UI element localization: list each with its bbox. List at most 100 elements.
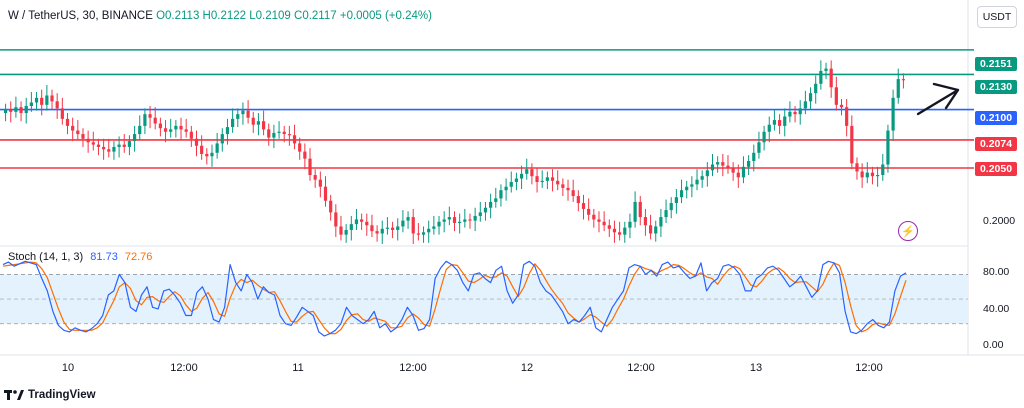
- candle-body: [287, 134, 291, 136]
- time-label: 12:00: [170, 362, 198, 374]
- candle-body: [9, 109, 13, 112]
- candle-body: [225, 127, 230, 135]
- candle-body: [824, 68, 828, 71]
- candle-body: [55, 101, 59, 109]
- candle-body: [354, 219, 359, 225]
- candle-body: [690, 184, 694, 187]
- ohlc-high: H0.2122: [202, 10, 247, 22]
- candle-body: [710, 164, 715, 171]
- candle-body: [463, 219, 467, 222]
- candle-body: [231, 118, 235, 128]
- stoch-axis-80: 80.00: [983, 266, 1010, 278]
- candle-body: [664, 210, 668, 218]
- candle-body: [762, 131, 766, 143]
- currency-button[interactable]: USDT: [977, 6, 1017, 28]
- candle-body: [370, 225, 374, 232]
- candle-body: [819, 70, 823, 84]
- candle-body: [292, 135, 297, 144]
- candle-body: [561, 184, 565, 188]
- candle-body: [421, 232, 426, 235]
- candle-body: [24, 106, 28, 114]
- candle-body: [612, 228, 617, 233]
- candle-body: [870, 172, 875, 177]
- candle-body: [205, 153, 209, 157]
- candle-body: [483, 207, 488, 213]
- ohlc-low: L0.2109: [249, 10, 291, 22]
- candle-body: [772, 120, 777, 125]
- candle-body: [829, 68, 833, 88]
- candle-body: [648, 225, 653, 234]
- stoch-k-line: [2, 260, 907, 337]
- candle-body: [298, 143, 302, 152]
- candle-body: [839, 104, 844, 108]
- stoch-d-line: [2, 261, 907, 335]
- tradingview-logo[interactable]: TradingView: [4, 389, 96, 401]
- candle-body: [339, 226, 343, 235]
- price-pane: [0, 0, 1024, 356]
- candle-body: [107, 149, 111, 152]
- candle-body: [628, 221, 632, 228]
- candle-body: [148, 114, 152, 118]
- stoch-title: Stoch (14, 1, 3): [8, 251, 84, 263]
- candle-body: [721, 162, 725, 166]
- ohlc-open: O0.2113: [156, 10, 200, 22]
- candle-body: [587, 208, 591, 215]
- candle-body: [566, 187, 570, 191]
- time-label: 11: [292, 362, 304, 374]
- candle-body: [726, 165, 730, 168]
- candle-body: [659, 217, 663, 227]
- candle-body: [323, 186, 328, 201]
- candle-body: [654, 226, 658, 234]
- price-tag-level-5: 0.2050: [975, 162, 1017, 176]
- candle-body: [788, 111, 792, 117]
- candle-body: [174, 125, 178, 130]
- candle-body: [40, 97, 44, 105]
- candle-body: [592, 214, 596, 220]
- candle-body: [427, 228, 431, 233]
- candle-body: [81, 134, 85, 139]
- candle-body: [210, 152, 214, 157]
- candle-body: [633, 201, 637, 222]
- candle-body: [396, 226, 400, 230]
- candle-body: [757, 142, 761, 153]
- candle-body: [618, 232, 622, 235]
- candle-body: [540, 180, 544, 183]
- candle-body: [499, 190, 503, 199]
- candle-body: [220, 134, 224, 144]
- candle-body: [695, 179, 699, 185]
- candle-body: [102, 146, 106, 150]
- candle-body: [50, 95, 54, 102]
- time-label: 12:00: [627, 362, 655, 374]
- candle-body: [597, 219, 601, 222]
- stoch-axis-40: 40.00: [983, 303, 1010, 315]
- candle-body: [509, 182, 513, 187]
- candle-body: [556, 180, 560, 185]
- candle-body: [138, 125, 142, 135]
- candle-body: [741, 166, 746, 178]
- candle-body: [86, 138, 90, 143]
- candle-body: [860, 171, 864, 178]
- symbol-legend: W / TetherUS, 30, BINANCE O0.2113 H0.212…: [8, 10, 432, 22]
- candle-body: [261, 121, 266, 130]
- candle-body: [385, 227, 390, 229]
- candle-body: [169, 129, 173, 132]
- price-tag-level-3: 0.2100: [975, 111, 1017, 125]
- candle-body: [236, 114, 240, 119]
- candle-body: [29, 102, 33, 107]
- time-label: 12:00: [399, 362, 427, 374]
- candle-body: [375, 231, 379, 234]
- candle-body: [855, 163, 859, 172]
- candle-body: [96, 144, 101, 147]
- lightning-icon[interactable]: ⚡: [898, 221, 918, 241]
- candle-body: [256, 121, 261, 125]
- candle-body: [344, 229, 348, 235]
- time-label: 12:00: [855, 362, 883, 374]
- candle-body: [535, 176, 539, 183]
- candle-body: [767, 124, 771, 132]
- candle-body: [638, 201, 642, 218]
- price-axis-label: 0.2000: [983, 215, 1016, 227]
- candle-body: [643, 217, 648, 226]
- candle-body: [282, 131, 286, 135]
- candle-body: [468, 219, 472, 221]
